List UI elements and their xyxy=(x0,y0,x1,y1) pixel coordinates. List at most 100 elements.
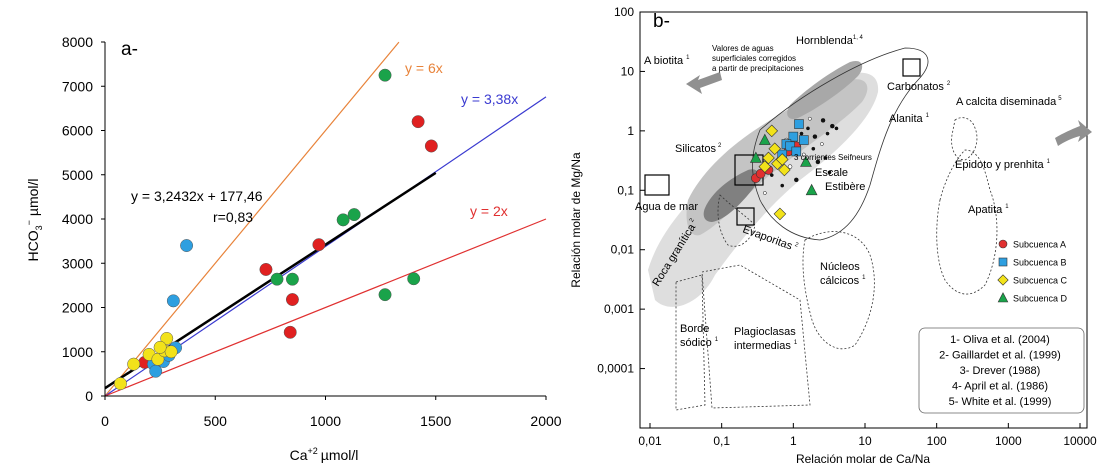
y-tick-label: 6000 xyxy=(62,123,93,139)
legend-marker xyxy=(998,257,1008,267)
outline-regions xyxy=(675,47,998,411)
x-tick-label: 0 xyxy=(101,413,109,429)
label-carbonatos: Carbonatos 2 xyxy=(887,81,951,93)
data-point-a xyxy=(407,272,421,286)
dark-core-region xyxy=(703,169,759,222)
b-x-tick-label: 0,01 xyxy=(638,434,662,448)
borde-sodico-outline xyxy=(675,274,706,411)
line-label-2x: y = 2x xyxy=(470,203,508,219)
data-point-a xyxy=(153,340,167,354)
b-y-tick-label: 10 xyxy=(621,64,635,78)
legend-label: Subcuenca B xyxy=(1013,258,1067,268)
line-label-338x: y = 3,38x xyxy=(461,91,518,107)
label-epidoto: Epidoto y prenhita 1 xyxy=(955,159,1051,171)
reference-dot xyxy=(787,164,793,169)
data-point-a xyxy=(347,208,361,222)
b-y-tick-label: 0,001 xyxy=(604,302,634,316)
data-point-diamond xyxy=(775,153,789,166)
reference-dot xyxy=(815,159,821,165)
panel-b-xlabel: Relación molar de Ca/Na xyxy=(796,452,930,466)
data-point-a xyxy=(424,139,438,153)
data-point-a xyxy=(127,357,141,371)
data-point-a xyxy=(312,238,326,252)
reference-dot xyxy=(807,116,812,121)
reference-dot xyxy=(820,118,826,123)
epidoto-outline xyxy=(936,149,998,295)
data-point-triangle xyxy=(805,183,818,196)
calcita-arrow-icon xyxy=(1055,120,1092,146)
reference-dot xyxy=(762,191,767,195)
reference-dot xyxy=(812,134,818,139)
y-tick-label: 5000 xyxy=(62,167,93,183)
data-point-diamond xyxy=(773,207,787,221)
data-point-a xyxy=(336,213,350,227)
reference-item: 2- Gaillardet et al. (1999) xyxy=(939,350,1061,362)
nucleos-outline xyxy=(802,231,875,350)
label-apatita: Apatita 1 xyxy=(968,204,1009,216)
b-x-tick-label: 100 xyxy=(927,434,947,448)
y-tick-label: 3000 xyxy=(62,255,93,271)
reference-dot xyxy=(801,152,806,157)
reference-dot xyxy=(825,131,830,136)
data-point-square xyxy=(791,146,802,157)
data-point-a xyxy=(166,294,180,308)
label-valores-line3: a partir de precipitaciones xyxy=(712,64,804,73)
panel-a: a- 0 500 1000 1500 2000 0 1000 2000 3000 4000 5000… xyxy=(24,34,562,463)
data-point-triangle xyxy=(749,151,762,163)
legend-marker xyxy=(997,292,1009,303)
reference-dot xyxy=(780,183,785,188)
legend-marker xyxy=(998,239,1008,249)
panel-b-legend: Subcuenca A Subcuenca B Subcuenca C Subcuen… xyxy=(997,239,1068,304)
y-tick-label: 1000 xyxy=(62,344,93,360)
agua-de-mar-square xyxy=(644,174,670,196)
data-point-diamond xyxy=(778,163,791,177)
label-valores-line1: Valores de aguas xyxy=(712,44,774,53)
data-point-diamond xyxy=(768,142,782,156)
x-tick-label: 1000 xyxy=(310,413,341,429)
legend-label: Subcuenca D xyxy=(1013,294,1068,304)
data-point-a xyxy=(270,272,284,286)
label-sodico: sódico 1 xyxy=(680,337,719,349)
data-point-a xyxy=(180,239,194,253)
carbonatos-square xyxy=(902,58,921,77)
label-biotita: A biotita 1 xyxy=(644,55,690,67)
data-point-a xyxy=(378,288,392,302)
correlation-r: r=0,83 xyxy=(213,209,253,225)
data-point-a xyxy=(164,345,178,359)
label-hornblenda: Hornblenda1, 4 xyxy=(796,35,864,47)
b-y-tick-label: 1 xyxy=(627,124,634,138)
label-calcita: A calcita diseminada 5 xyxy=(956,96,1062,108)
y-tick-label: 0 xyxy=(85,388,93,404)
data-point-square xyxy=(785,141,795,152)
b-x-tick-label: 10 xyxy=(858,434,872,448)
evaporitas-square xyxy=(736,207,755,226)
panel-a-ylabel: HCO3−µmol/l xyxy=(24,178,44,261)
label-corrientes: 3 corrientes Seifneurs xyxy=(794,153,872,162)
panel-b-ylabel: Relación molar de Mg/Na xyxy=(569,152,583,288)
panel-a-ticks: 0 500 1000 1500 2000 0 1000 2000 3000 4000 5000 600… xyxy=(62,34,562,429)
label-calcicos: cálcicos 1 xyxy=(820,275,866,287)
reference-dot xyxy=(811,146,816,151)
data-point-a xyxy=(160,332,174,345)
b-y-tick-label: 0,01 xyxy=(611,243,635,257)
label-alanita: Alanita 1 xyxy=(889,113,930,125)
b-x-tick-label: 0,1 xyxy=(713,434,730,448)
calcita-outline xyxy=(951,117,978,161)
y-tick-label: 4000 xyxy=(62,211,93,227)
reference-dot xyxy=(830,123,835,129)
reference-item: 4- April et al. (1986) xyxy=(952,381,1048,393)
reference-item: 5- White et al. (1999) xyxy=(949,396,1052,408)
b-y-tick-label: 0,1 xyxy=(617,183,634,197)
regression-equation: y = 3,2432x + 177,46 xyxy=(131,188,263,204)
reference-dot xyxy=(827,170,832,175)
data-point-a xyxy=(259,262,273,276)
label-borde: Borde xyxy=(680,323,709,335)
label-nucleos: Núcleos xyxy=(820,261,860,273)
data-point-diamond xyxy=(762,151,775,165)
b-x-tick-label: 1 xyxy=(790,434,797,448)
data-point-triangle xyxy=(800,155,812,167)
panel-a-points xyxy=(113,68,438,391)
b-y-tick-label: 0,0001 xyxy=(597,362,634,376)
y-tick-label: 8000 xyxy=(62,34,93,50)
reference-dot xyxy=(823,156,828,160)
